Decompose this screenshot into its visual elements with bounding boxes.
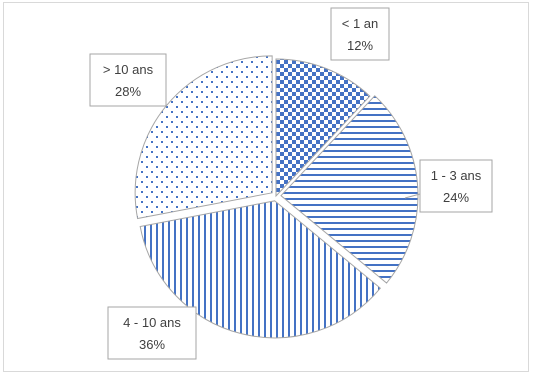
data-label-category: 4 - 10 ans [123, 315, 181, 330]
data-label: < 1 an 12% [330, 7, 390, 61]
data-label: 1 - 3 ans 24% [419, 159, 493, 213]
data-label-value: 12% [347, 38, 373, 53]
data-label-category: > 10 ans [103, 62, 154, 77]
pie-slice [275, 58, 371, 198]
pie-slice [134, 55, 273, 220]
data-labels: < 1 an 12% 1 - 3 ans 24% 4 - 10 ans 36% > 10 a… [89, 7, 493, 360]
data-label-value: 36% [139, 337, 165, 352]
data-label-value: 24% [443, 190, 469, 205]
leader-lines [404, 193, 421, 199]
data-label: > 10 ans 28% [89, 53, 167, 107]
data-label-box [107, 306, 197, 360]
leader-line [404, 193, 421, 199]
pie-slice [139, 200, 382, 339]
pie-slice [280, 95, 419, 284]
data-label-value: 28% [115, 84, 141, 99]
data-label-category: 1 - 3 ans [431, 168, 482, 183]
data-label: 4 - 10 ans 36% [107, 306, 197, 360]
pie-slices [134, 55, 419, 339]
data-label-box [89, 53, 167, 107]
data-label-box [419, 159, 493, 213]
data-label-box [330, 7, 390, 61]
data-label-category: < 1 an [342, 16, 379, 31]
